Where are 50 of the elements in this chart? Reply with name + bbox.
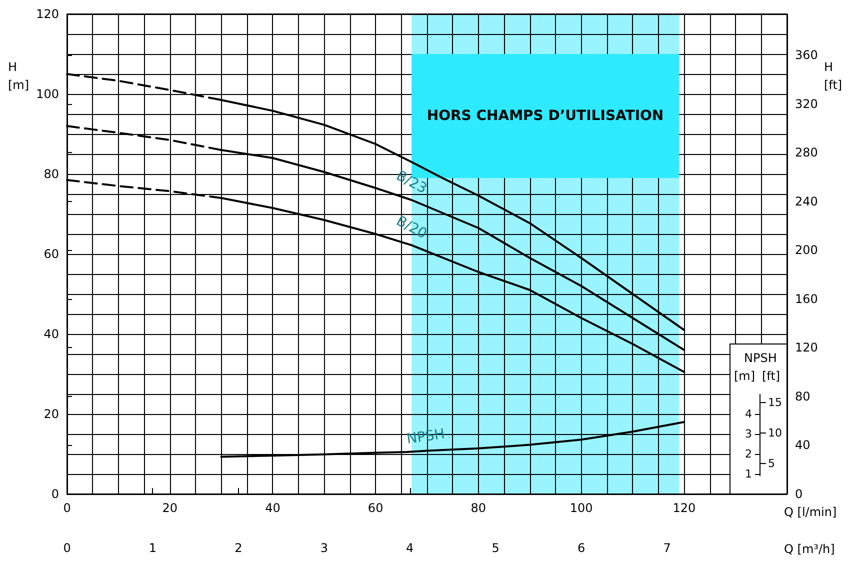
- annotation: 15: [768, 396, 782, 410]
- y-axis-title: H [m]: [8, 60, 30, 92]
- x2-tick-label: 5: [492, 541, 500, 555]
- y2-tick-label: 280: [795, 146, 818, 160]
- x2-tick-label: 6: [577, 541, 586, 555]
- x2-tick-label: 2: [234, 541, 242, 555]
- text: B/20: [394, 213, 430, 242]
- y-tick-label: 60: [44, 247, 59, 261]
- y-tick-label: 100: [36, 87, 59, 101]
- y2-tick-label: 0: [795, 487, 803, 501]
- y2-tick-label: 40: [795, 438, 810, 452]
- y3-tick-label: 2: [745, 448, 752, 460]
- x-axis-title: Q [l/min]: [784, 505, 837, 519]
- y-tick-label: 80: [44, 167, 59, 181]
- y2-tick-label: 240: [795, 194, 818, 208]
- y2-tick-label: 200: [795, 243, 818, 258]
- y-tick-label: 120: [36, 7, 59, 21]
- x2-tick-label: 3: [320, 541, 328, 555]
- y2-tick-label: 360: [795, 48, 818, 62]
- y-tick-label: 40: [44, 327, 59, 341]
- annotation: [ft]: [762, 369, 780, 383]
- x2-tick-label: 7: [663, 541, 671, 555]
- y3-tick-label: 4: [745, 408, 752, 420]
- x-tick-label: 60: [368, 501, 384, 515]
- y3-tick-label: 1: [745, 468, 752, 480]
- x-tick-label: 80: [470, 501, 486, 515]
- text: B/23: [394, 168, 430, 198]
- y-tick-label: 0: [51, 487, 59, 501]
- x-tick-label: 100: [570, 501, 593, 515]
- y2-tick-label: 120: [795, 340, 818, 355]
- annotation: 10: [768, 426, 782, 440]
- annotation: NPSH: [744, 351, 777, 365]
- x2-tick-label: 1: [148, 541, 157, 555]
- x-tick-label: 0: [63, 501, 71, 515]
- y-tick-label: 20: [44, 407, 59, 421]
- band-label: HORS CHAMPS D’UTILISATION: [426, 108, 664, 124]
- y2-axis-title: H [ft]: [824, 60, 842, 92]
- y2-tick-label: 80: [795, 389, 810, 404]
- y2-tick-label: 320: [795, 96, 818, 111]
- x2-tick-label: 4: [406, 541, 414, 555]
- x-tick-label: 20: [162, 501, 178, 515]
- text: NPSH: [406, 426, 446, 448]
- y2-tick-label: 160: [795, 292, 818, 306]
- x-tick-label: 120: [672, 501, 696, 515]
- x2-axis-title: Q [m³/h]: [784, 542, 835, 556]
- x-tick-label: 40: [265, 501, 280, 515]
- y3-tick-label: 3: [745, 428, 752, 440]
- x2-tick-label: 0: [63, 541, 71, 555]
- y3-axis-title: [m]: [734, 369, 756, 383]
- annotation: 5: [768, 457, 775, 470]
